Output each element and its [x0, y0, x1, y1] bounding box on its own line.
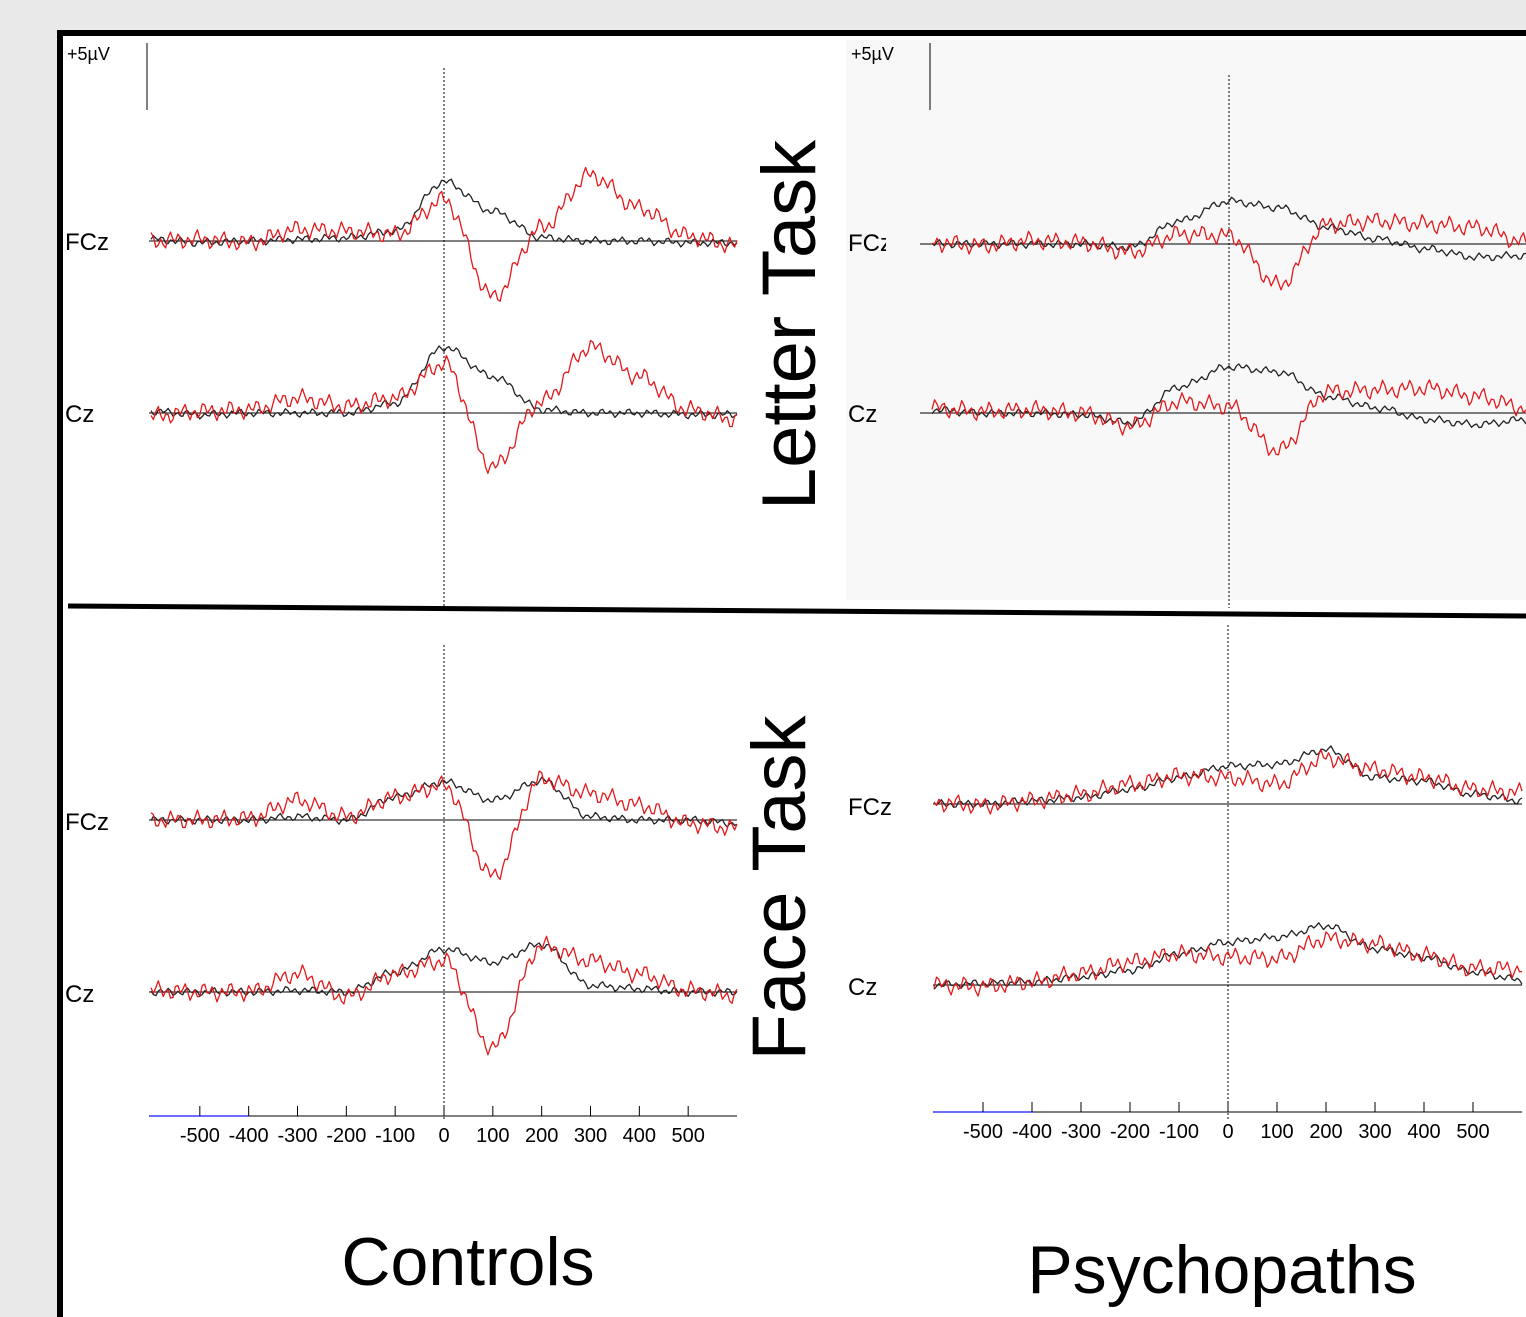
- trace-fcz-red: [931, 212, 1526, 291]
- channel-label-cz: Cz: [65, 981, 94, 1008]
- column-label-controls: Controls: [341, 1224, 594, 1300]
- trace-fcz-black: [150, 178, 738, 248]
- x-tick-label: -300: [277, 1125, 317, 1147]
- x-tick-label: -300: [1061, 1121, 1101, 1143]
- column-label-psychopaths: Psychopaths: [1027, 1232, 1416, 1308]
- erp-panels: FCz Cz FCz Cz FCz Cz -500 -400 -300 -200 -100 0 100 2…: [65, 68, 1526, 1147]
- channel-label-fcz: FCz: [848, 794, 892, 821]
- scale-label-psychopaths: +5µV: [851, 44, 894, 64]
- trace-cz-black: [150, 942, 738, 997]
- x-tick-label: 100: [476, 1125, 509, 1147]
- channel-label-fcz: FCz: [65, 809, 109, 836]
- psychopaths-letter-shade: [846, 40, 1526, 600]
- scale-label-controls: +5µV: [67, 44, 110, 64]
- panel-psychopaths-face-task: FCz Cz -500 -400 -300 -200 -100 0 100 200 300 400 50…: [848, 625, 1523, 1143]
- x-tick-label: 400: [623, 1125, 656, 1147]
- x-tick-label: -400: [1012, 1121, 1052, 1143]
- trace-fcz-red: [150, 166, 738, 302]
- task-divider: [67, 603, 1526, 619]
- x-tick-label: 200: [525, 1125, 558, 1147]
- channel-label-cz: Cz: [848, 401, 877, 428]
- trace-cz-red: [933, 931, 1523, 997]
- x-tick-label: -200: [1110, 1121, 1150, 1143]
- channel-label-fcz: FCz: [848, 230, 892, 257]
- trace-fcz-red: [150, 770, 738, 880]
- x-tick-label: 200: [1309, 1121, 1342, 1143]
- x-tick-label: 300: [1358, 1121, 1391, 1143]
- row-label-face-task: Face Task: [737, 715, 822, 1061]
- panel-controls-letter-task: FCz Cz: [65, 68, 738, 608]
- label-occluder: [886, 229, 898, 257]
- trace-cz-black: [933, 922, 1523, 990]
- x-tick-label: -100: [375, 1125, 415, 1147]
- x-tick-label: -400: [229, 1125, 269, 1147]
- x-tick-label: 0: [1222, 1121, 1233, 1143]
- row-label-letter-task: Letter Task: [747, 139, 832, 510]
- trace-cz-black: [931, 363, 1526, 429]
- channel-label-fcz: FCz: [65, 229, 109, 256]
- x-tick-label: -100: [1159, 1121, 1199, 1143]
- x-tick-label: 400: [1407, 1121, 1440, 1143]
- trace-cz-black: [150, 345, 738, 420]
- x-tick-label: -500: [963, 1121, 1003, 1143]
- x-tick-label: 0: [438, 1125, 449, 1147]
- trace-fcz-black: [150, 776, 738, 828]
- channel-label-cz: Cz: [848, 974, 877, 1001]
- x-tick-label: -200: [326, 1125, 366, 1147]
- x-tick-label: 500: [671, 1125, 704, 1147]
- x-tick-label: 500: [1456, 1121, 1489, 1143]
- trace-fcz-red: [933, 749, 1523, 815]
- x-tick-label: 100: [1260, 1121, 1293, 1143]
- trace-cz-red: [150, 935, 738, 1056]
- trace-fcz-black: [931, 196, 1526, 261]
- channel-label-cz: Cz: [65, 401, 94, 428]
- x-tick-label: -500: [180, 1125, 220, 1147]
- trace-cz-red: [150, 339, 738, 474]
- panel-psychopaths-letter-task: FCz Cz: [848, 75, 1526, 608]
- x-tick-label: 300: [574, 1125, 607, 1147]
- trace-cz-red: [931, 379, 1526, 456]
- panel-controls-face-task: FCz Cz -500 -400 -300 -200 -100 0 100 200 300 400 50…: [65, 645, 738, 1147]
